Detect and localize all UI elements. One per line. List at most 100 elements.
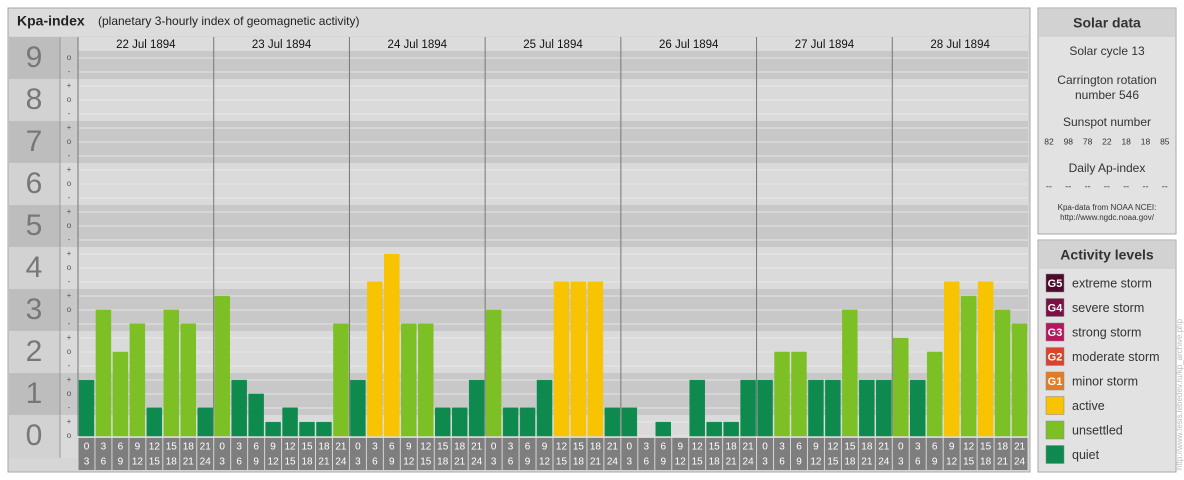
bar [418, 323, 434, 437]
x-tick-label: 15 [301, 442, 313, 453]
y-minor-label: o [67, 95, 72, 104]
x-tick-label: 12 [692, 442, 704, 453]
y-minor-label: o [67, 221, 72, 230]
legend-badge: G5 [1048, 278, 1063, 290]
x-tick-label: 24 [1014, 457, 1026, 468]
x-tick-label: 21 [335, 442, 347, 453]
day-header-row [78, 37, 1028, 51]
x-tick-label: 3 [779, 442, 785, 453]
x-tick-label: 12 [946, 457, 958, 468]
x-tick-label: 6 [389, 442, 395, 453]
legend-swatch [1045, 298, 1065, 317]
hour-cell [519, 438, 536, 470]
hour-cell [78, 438, 95, 470]
x-tick-label: 15 [709, 442, 721, 453]
y-minor-label: + [67, 123, 72, 132]
y-label-cell [9, 79, 60, 121]
day-label: 23 Jul 1894 [252, 39, 312, 51]
y-minor-label: + [67, 417, 72, 426]
y-tick-label: 2 [26, 335, 43, 368]
hour-cell [655, 438, 672, 470]
y-label-cell [9, 205, 60, 247]
bar [1011, 323, 1028, 437]
bar [180, 323, 197, 437]
x-tick-label: 18 [183, 442, 195, 453]
ap-value: -- [1123, 181, 1129, 191]
hour-cell [366, 438, 383, 470]
y-minor-label: - [68, 319, 71, 328]
y-minor-cell [60, 121, 78, 163]
hour-cell [926, 438, 943, 470]
x-tick-label: 12 [403, 457, 415, 468]
x-tick-label: 15 [827, 457, 839, 468]
bar [282, 407, 298, 437]
legend-swatch [1045, 371, 1065, 391]
y-label-cell [9, 37, 60, 79]
hour-cell [231, 438, 248, 470]
x-tick-label: 3 [491, 457, 497, 468]
y-minor-label: o [67, 347, 72, 356]
bar [977, 281, 994, 437]
x-tick-label: 21 [1014, 442, 1026, 453]
legend-label: unsettled [1072, 423, 1123, 437]
y-tick-label: 4 [26, 251, 43, 284]
legend-label: strong storm [1072, 325, 1141, 339]
x-tick-label: 9 [542, 442, 548, 453]
y-minor-label: + [67, 165, 72, 174]
hour-cell [451, 438, 468, 470]
x-tick-label: 3 [898, 457, 904, 468]
hour-cell [841, 438, 858, 470]
bar [570, 281, 587, 437]
x-tick-label: 18 [437, 457, 449, 468]
x-tick-label: 18 [318, 442, 330, 453]
x-tick-label: 18 [726, 442, 738, 453]
hour-cell [587, 438, 604, 470]
x-tick-label: 15 [284, 457, 296, 468]
hour-cell [468, 438, 485, 470]
x-tick-label: 18 [590, 442, 602, 453]
bar [333, 323, 349, 437]
x-tick-label: 6 [525, 442, 531, 453]
legend-swatch [1045, 445, 1065, 464]
hour-cell [95, 438, 112, 470]
hour-cell [604, 438, 621, 470]
ap-value: -- [1085, 181, 1091, 191]
x-tick-label: 9 [796, 457, 802, 468]
hour-cell [689, 438, 706, 470]
hour-cell [858, 438, 875, 470]
legend-swatch [1045, 322, 1065, 342]
x-tick-label: 21 [590, 457, 602, 468]
y-tick-label: 5 [26, 209, 43, 242]
x-tick-label: 21 [997, 457, 1009, 468]
x-tick-label: 6 [660, 442, 666, 453]
hour-cell [502, 438, 519, 470]
sunspot-number: 78 [1083, 136, 1093, 146]
carrington-rotation: number 546 [1075, 88, 1139, 102]
y-minor-cell [60, 205, 78, 247]
y-minor-label: - [68, 151, 71, 160]
legend-badge: G3 [1048, 327, 1063, 339]
hour-cell [214, 438, 231, 470]
hour-cell [807, 438, 824, 470]
bar [621, 407, 638, 437]
x-tick-label: 24 [471, 457, 483, 468]
x-tick-label: 12 [539, 457, 551, 468]
bar [859, 379, 875, 437]
y-minor-label: o [67, 53, 72, 62]
solar-data-header [1039, 9, 1175, 37]
hour-cell [197, 438, 214, 470]
x-tick-label: 15 [692, 457, 704, 468]
bar [299, 421, 315, 437]
y-tick-label: 6 [26, 167, 43, 200]
x-tick-label: 9 [525, 457, 531, 468]
bar [316, 421, 332, 437]
hour-cell [960, 438, 977, 470]
y-minor-cell [60, 289, 78, 331]
hour-cell [332, 438, 349, 470]
y-minor-label: - [68, 193, 71, 202]
x-tick-label: 18 [573, 457, 585, 468]
y-minor-cell [60, 415, 78, 458]
x-tick-label: 9 [270, 442, 276, 453]
bar [774, 351, 790, 437]
